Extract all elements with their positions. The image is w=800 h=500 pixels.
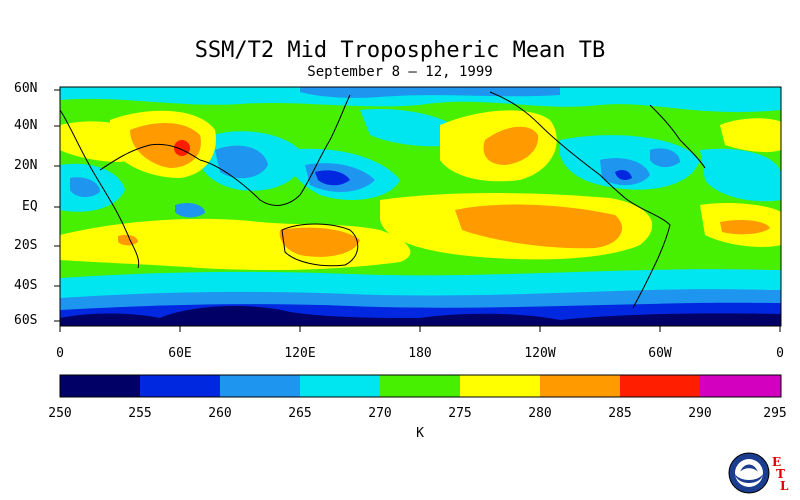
colorbar-label: 295: [763, 406, 787, 421]
lat-label-40s: 40S: [14, 278, 38, 293]
colorbar-label: 270: [368, 406, 392, 421]
etl-letter: T: [776, 467, 785, 481]
map-subtitle: September 8 – 12, 1999: [307, 64, 493, 80]
lat-label-eq: EQ: [22, 199, 38, 214]
colorbar-label: 275: [448, 406, 472, 421]
colorbar-swatch-285: [620, 375, 700, 397]
lon-label-60e: 60E: [168, 346, 192, 361]
noaa-logo-icon: NOAA: [728, 452, 770, 494]
colorbar-swatch-255: [140, 375, 220, 397]
colorbar-label: 285: [608, 406, 632, 421]
temperature-field: [60, 87, 781, 326]
lon-label-0: 0: [56, 346, 64, 361]
colorbar-swatch-275: [460, 375, 540, 397]
colorbar-swatch-250: [60, 375, 140, 397]
colorbar-swatch-260: [220, 375, 300, 397]
colorbar-label: 265: [288, 406, 312, 421]
noaa-logo-text: NOAA: [739, 470, 760, 478]
lat-label-60s: 60S: [14, 313, 38, 328]
colorbar-swatch-270: [380, 375, 460, 397]
etl-letter: E: [772, 455, 782, 469]
map-title: SSM/T2 Mid Tropospheric Mean TB: [194, 38, 606, 63]
lat-label-60n: 60N: [14, 81, 38, 96]
coastlines: [60, 91, 706, 309]
etl-letter: L: [780, 479, 789, 493]
colorbar-label: 280: [528, 406, 552, 421]
lon-label-0-east: 0: [776, 346, 784, 361]
colorbar-unit: K: [416, 426, 424, 441]
lat-label-40n: 40N: [14, 118, 38, 133]
axis-ticks: [54, 89, 781, 332]
colorbar: [59, 374, 782, 398]
colorbar-swatch-290: [700, 375, 781, 397]
lon-label-60w: 60W: [648, 346, 672, 361]
colorbar-label: 255: [128, 406, 152, 421]
lon-label-180: 180: [408, 346, 432, 361]
lon-label-120w: 120W: [524, 346, 556, 361]
colorbar-label: 250: [48, 406, 72, 421]
lon-label-120e: 120E: [284, 346, 316, 361]
colorbar-swatch-280: [540, 375, 620, 397]
colorbar-label: 260: [208, 406, 232, 421]
lat-label-20s: 20S: [14, 238, 38, 253]
colorbar-label: 290: [688, 406, 712, 421]
lat-label-20n: 20N: [14, 158, 38, 173]
etl-logo: E T L: [772, 456, 788, 492]
colorbar-swatch-265: [300, 375, 380, 397]
